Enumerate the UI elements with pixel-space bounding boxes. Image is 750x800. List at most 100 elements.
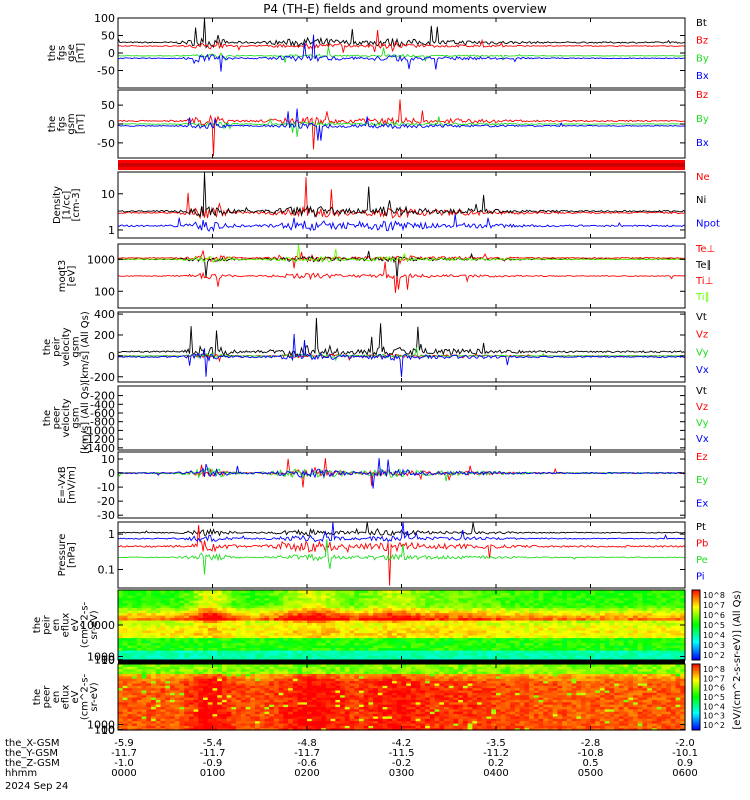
xaxis-value: 0.9 — [677, 758, 693, 769]
ylabel-peir_eflux: en — [51, 619, 62, 632]
ytick-label-fgs_gse: 100 — [94, 12, 115, 25]
xaxis-value: -5.4 — [203, 738, 223, 749]
ytick-label-e_vxb: -10 — [97, 481, 115, 494]
ytick-label-peir_eflux: 1000 — [87, 651, 115, 664]
ylabel-peer_eflux: eV — [70, 690, 81, 703]
xaxis-value: -1.0 — [114, 758, 134, 769]
colorbar-tick: 10^7 — [703, 674, 725, 683]
legend-peir_velocity: Vt — [696, 312, 707, 323]
xaxis-value: -0.6 — [297, 758, 317, 769]
ylabel-peir_eflux: eV — [70, 618, 81, 631]
ylabel-fgs_gse: gse — [66, 44, 77, 62]
colorbar-tick: 10^2 — [703, 651, 725, 660]
legend-temperature: Ti⊥ — [695, 276, 713, 287]
xaxis-value: -5.9 — [114, 738, 134, 749]
ylabel-peer_velocity: peer — [52, 406, 63, 430]
xaxis-value: -11.7 — [111, 748, 137, 759]
figure-title: P4 (TH-E) fields and ground moments over… — [263, 2, 547, 16]
ylabel-peir_velocity: peir — [52, 336, 63, 356]
ytick-label-temperature: 100 — [94, 285, 115, 298]
ytick-label-fgs_gsm: -50 — [97, 137, 115, 150]
xaxis-value: -10.1 — [672, 748, 698, 759]
xaxis-value: -4.8 — [297, 738, 317, 749]
xaxis-value: -2.8 — [581, 738, 601, 749]
colorbar-tick: 10^5 — [703, 621, 725, 630]
legend-pressure: Pt — [696, 522, 706, 533]
legend-fgs_gsm: By — [696, 114, 709, 125]
legend-density: Ne — [696, 172, 710, 183]
ytick-label-peer_velocity: -800 — [90, 416, 115, 429]
legend-temperature: Te∥ — [695, 260, 712, 271]
ylabel-fgs_gsm: the — [47, 116, 58, 132]
colorbar-tick: 10^8 — [703, 665, 725, 674]
panel-frame-e_vxb — [117, 451, 686, 519]
ytick-label-pressure: 0.1 — [98, 563, 116, 576]
ytick-label-fgs_gse: -50 — [97, 65, 115, 78]
x-axis-annotation: the_X-GSM -5.9 -5.4 -4.8 -4.2 -3.5 -2.8 -2.0 the… — [5, 738, 698, 792]
xaxis-row-label: the_Z-GSM — [5, 758, 60, 769]
ylabel-peer_velocity: [km/s] (All Qs) — [80, 382, 91, 454]
xaxis-value: 0.2 — [488, 758, 504, 769]
ylabel-peer_eflux: sr-eV) — [89, 682, 100, 711]
legend-peer_velocity: Vt — [696, 386, 707, 397]
series-peir_velocity-0 — [117, 317, 686, 360]
ylabel-fgs_gsm: fgs — [57, 116, 68, 131]
xaxis-row-label: the_Y-GSM — [5, 748, 58, 759]
ylabel-pressure: Pressure — [57, 534, 68, 577]
ylabel-density: [1/cc] — [62, 191, 73, 220]
colorbar-tick: 10^3 — [703, 641, 725, 650]
legend-density: Ni — [696, 195, 706, 206]
ytick-label-fgs_gse: 50 — [101, 30, 115, 43]
series-pressure-3 — [117, 521, 686, 543]
ytick-label-peir_eflux: 100 — [94, 654, 115, 667]
legend-temperature: Te⊥ — [695, 244, 715, 255]
panel-pressure: 1 0.1 Pressure[nPa] Pt Pb Pe Pi — [57, 521, 708, 589]
series-fgs_gsm-1 — [117, 116, 686, 137]
xaxis-value: 0400 — [483, 768, 508, 779]
colorbar-tick: 10^2 — [703, 721, 725, 730]
series-fgs_gse-3 — [118, 34, 685, 72]
colorbar-tick: 10^4 — [703, 631, 725, 640]
ytick-label-peir_velocity: 0 — [108, 350, 115, 363]
ytick-label-fgs_gsm: 50 — [101, 99, 115, 112]
ytick-label-peir_velocity: 400 — [94, 308, 115, 321]
colorbar-peer_eflux: 10^810^710^610^510^410^310^2 — [691, 663, 725, 731]
xaxis-value: 0500 — [578, 768, 603, 779]
xaxis-value: -2.0 — [675, 738, 695, 749]
ytick-label-pressure: 1 — [108, 528, 115, 541]
xaxis-value: 0600 — [672, 768, 697, 779]
panel-frame-fgs_gse — [117, 17, 686, 89]
legend-pressure: Pb — [696, 539, 708, 550]
ytick-label-peer_eflux: 100 — [94, 723, 115, 736]
legend-temperature: Ti∥ — [695, 292, 710, 303]
series-peir_velocity-3 — [117, 333, 686, 377]
xaxis-value: -0.9 — [203, 758, 223, 769]
ytick-label-fgs_gse: 0 — [108, 47, 115, 60]
ylabel-temperature: [eV] — [67, 266, 78, 287]
series-density-2 — [117, 214, 686, 233]
ytick-label-e_vxb: 10 — [101, 453, 115, 466]
ytick-label-density: 10 — [101, 188, 115, 201]
legend-fgs_gse: Bz — [696, 36, 708, 47]
legend-e_vxb: Ey — [696, 475, 708, 486]
xaxis-value: -4.2 — [392, 738, 412, 749]
colorbar-tick: 10^6 — [703, 611, 725, 620]
xaxis-value: 0300 — [389, 768, 414, 779]
series-pressure-0 — [117, 521, 686, 537]
colorbar-tick: 10^6 — [703, 684, 725, 693]
series-fgs_gse-0 — [117, 17, 685, 49]
xaxis-value: 0000 — [111, 768, 136, 779]
xaxis-value: 0100 — [200, 768, 225, 779]
xaxis-date: 2024 Sep 24 — [5, 781, 68, 792]
xaxis-value: -10.8 — [578, 748, 604, 759]
ylabel-temperature: moqt3 — [57, 260, 68, 293]
ylabel-fgs_gsm: gsm — [66, 113, 77, 134]
ytick-label-peir_velocity: -200 — [90, 371, 115, 384]
ytick-label-e_vxb: -20 — [97, 495, 115, 508]
ylabel-fgs_gse: the — [47, 45, 58, 61]
legend-pressure: Pi — [696, 572, 705, 583]
